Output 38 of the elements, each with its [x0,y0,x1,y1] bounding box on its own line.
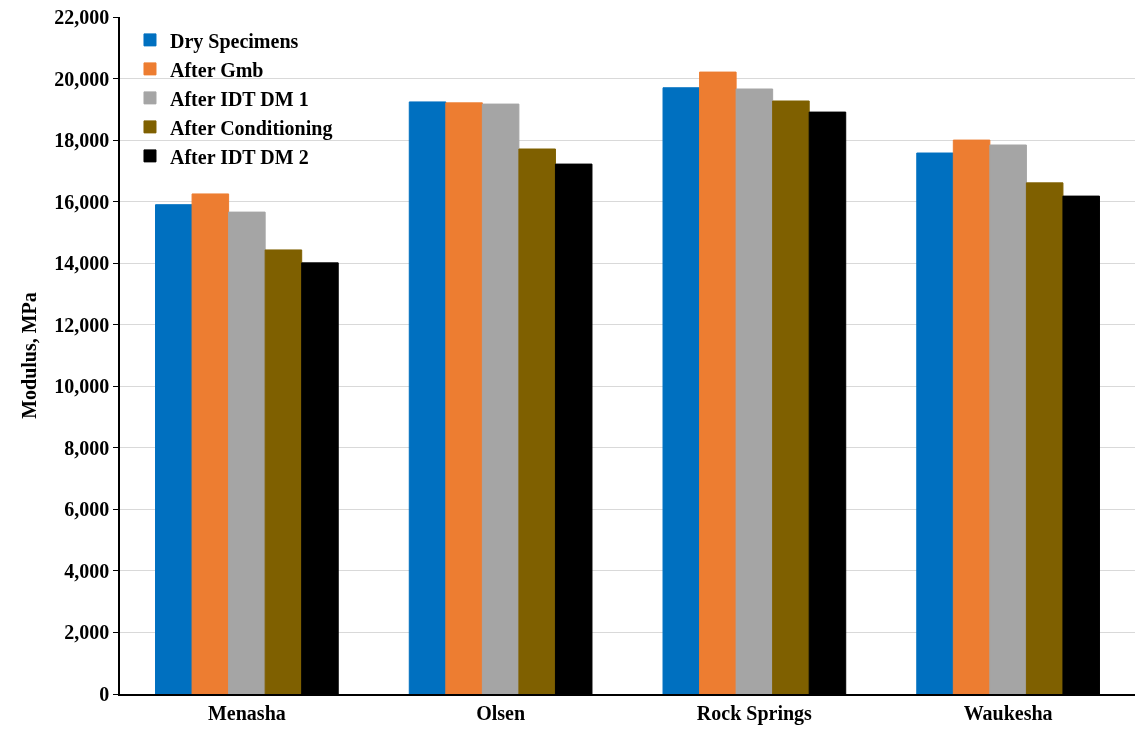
bar [155,204,193,694]
y-tick-label: 4,000 [64,559,110,582]
bar [1025,182,1064,694]
y-tick-label: 20,000 [54,67,110,90]
y-tick-label: 6,000 [64,498,110,521]
bar [191,193,230,694]
y-tick-label: 22,000 [54,6,110,28]
y-tick-label: 12,000 [54,313,110,336]
y-tick-label: 14,000 [54,252,110,275]
y-tick-label: 16,000 [54,190,110,213]
x-tick-label: Waukesha [963,701,1053,724]
y-tick-label: 2,000 [64,621,110,644]
bar [735,88,774,694]
bar [228,211,266,694]
x-tick-label: Menasha [207,701,286,724]
y-tick-label: 10,000 [54,375,110,398]
x-tick-label: Olsen [476,701,526,724]
legend-label: After Gmb [169,58,264,81]
bar [481,103,520,694]
y-axis-title: Modulus, MPa [18,292,41,419]
bar [264,249,303,694]
legend-label: After IDT DM 2 [169,145,309,168]
legend-label: After IDT DM 1 [169,87,309,110]
y-tick-label: 18,000 [54,129,110,152]
bar [699,71,737,694]
bar [518,148,556,694]
bar [989,144,1027,694]
y-tick-label: 0 [99,683,110,705]
legend-label: Dry Specimens [169,29,299,53]
bar [662,87,701,694]
bar [772,100,810,694]
bar [952,139,991,694]
bar [445,102,483,694]
y-tick-label: 8,000 [64,436,110,459]
bar [408,101,447,694]
bar [916,152,954,694]
legend-label: After Conditioning [169,116,333,140]
x-tick-label: Rock Springs [696,701,813,725]
